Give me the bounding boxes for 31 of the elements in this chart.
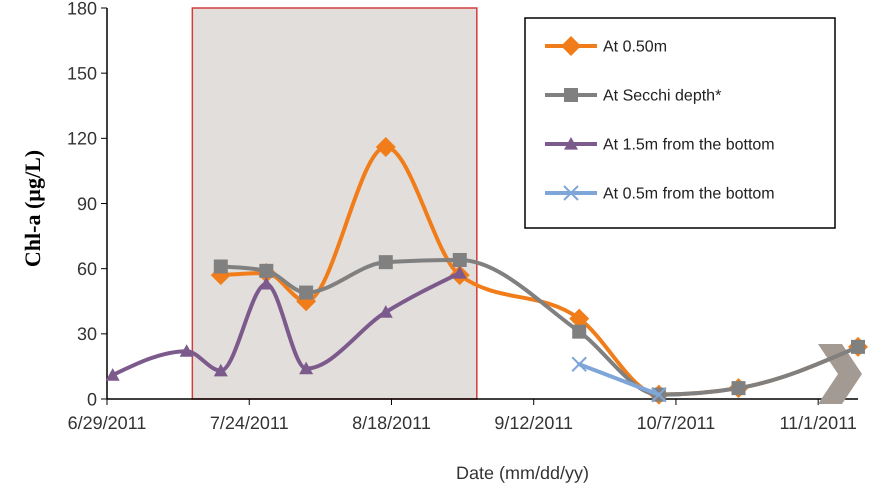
x-tick-label: 7/24/2011 (210, 413, 289, 433)
legend-label: At 0.5m from the bottom (603, 186, 775, 203)
x-tick-label: 8/18/2011 (352, 413, 431, 433)
point (452, 252, 467, 267)
y-tick-label: 0 (86, 389, 97, 410)
point (214, 259, 228, 274)
x-tick-label: 11/1/2011 (779, 413, 857, 433)
y-tick-label: 90 (76, 194, 97, 214)
x-tick-label: 6/29/2011 (68, 413, 146, 433)
x-tick-label: 9/12/2011 (494, 413, 574, 433)
y-tick-label: 60 (76, 258, 97, 279)
x-axis-title: Date (mm/dd/yy) (456, 463, 590, 483)
point (180, 344, 194, 357)
y-tick-label: 180 (66, 0, 97, 18)
legend-label: At 1.5m from the bottom (603, 136, 775, 154)
x-tick-label: 10/7/2011 (636, 413, 716, 433)
point (378, 255, 393, 270)
point (106, 368, 120, 381)
point (214, 364, 228, 376)
y-axis-title: Chl-a (µg/L) (20, 150, 45, 268)
y-tick-label: 120 (66, 128, 97, 149)
legend-label: At Secchi depth* (603, 88, 722, 105)
legend-label: At 0.50m (603, 38, 668, 56)
point (299, 362, 314, 374)
y-tick-label: 150 (66, 63, 97, 84)
y-tick-label: 30 (76, 324, 97, 344)
point (378, 305, 393, 318)
point (299, 286, 314, 300)
point (572, 324, 586, 339)
point (571, 356, 588, 372)
point (376, 137, 396, 158)
